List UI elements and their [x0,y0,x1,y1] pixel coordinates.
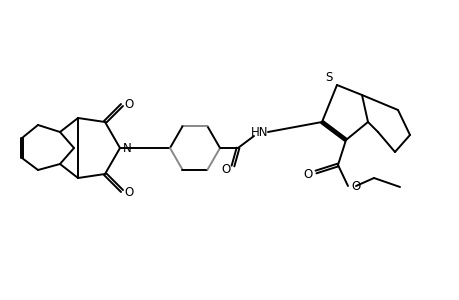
Text: O: O [221,163,230,176]
Text: O: O [303,167,312,181]
Text: HN: HN [251,125,268,139]
Text: O: O [351,179,360,193]
Text: O: O [124,98,133,110]
Text: O: O [124,185,133,199]
Text: S: S [325,70,332,83]
Text: N: N [123,142,131,154]
